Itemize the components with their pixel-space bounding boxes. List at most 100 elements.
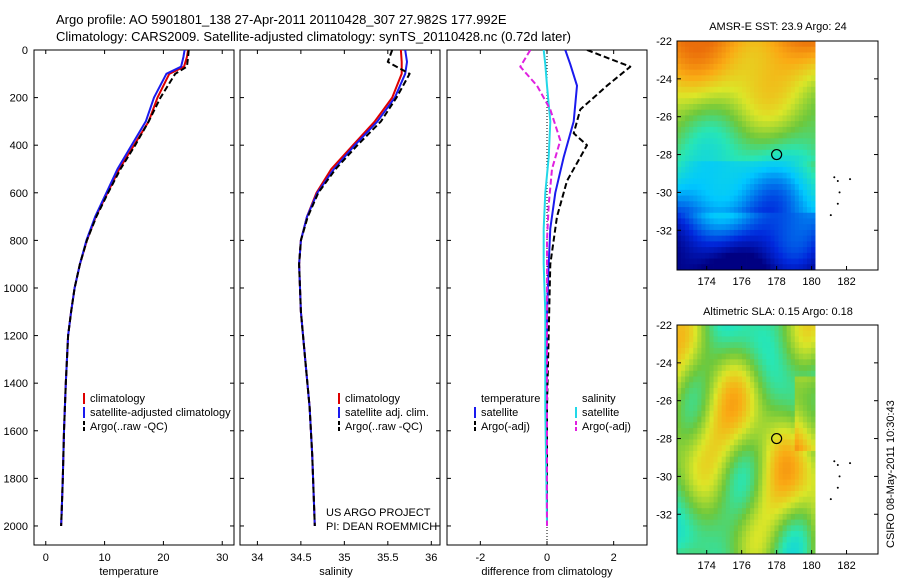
sst-map-cell (741, 41, 747, 48)
sst-map-cell (697, 103, 702, 111)
sla-map-cell (774, 428, 779, 435)
sst-map-cell (774, 224, 779, 231)
sla-map-cell (770, 508, 775, 515)
sst-map-cell (677, 144, 682, 151)
sst-map-cell (802, 235, 808, 242)
sla-map-cell (754, 342, 759, 349)
sst-map-cell (770, 189, 775, 196)
sla-map-cell (798, 508, 804, 515)
sla-map-cell (709, 548, 714, 554)
sst-map-cell (681, 41, 686, 48)
sla-map-cell (709, 496, 714, 503)
sla-map-cell (774, 525, 779, 532)
sla-map-cell (693, 416, 698, 423)
sst-map-cell (693, 138, 698, 145)
sst-map-cell (790, 189, 796, 196)
sla-map-cell (794, 479, 800, 486)
sla-map-cell (786, 365, 792, 372)
sst-map-cell (766, 172, 771, 179)
sst-map-cell (798, 115, 804, 122)
sla-map-cell (746, 330, 751, 337)
sst-map-cell (766, 46, 771, 53)
sst-map-cell (733, 92, 739, 99)
sst-map-cell (782, 201, 788, 208)
sla-map-cell (709, 468, 714, 475)
sla-map-cell (737, 353, 743, 360)
sst-map-cell (806, 75, 812, 82)
sla-map-cell (717, 491, 723, 498)
sla-map-cell (786, 416, 792, 423)
sla-map-cell (794, 405, 800, 412)
sla-map-cell (705, 508, 710, 515)
sst-map-cell (733, 41, 739, 48)
salinity-plot (298, 50, 411, 527)
sst-map-cell (681, 109, 686, 116)
sst-map-cell (754, 98, 759, 105)
sst-map-cell (778, 155, 783, 162)
sla-map-cell (733, 370, 739, 377)
sla-map-cell (701, 445, 706, 452)
sst-map-cell (806, 178, 812, 185)
sla-map-cell (737, 433, 743, 440)
sla-map-cell (774, 342, 779, 349)
sla-map-cell (741, 325, 747, 332)
sla-map-cell (721, 479, 727, 486)
sst-map-cell (717, 58, 723, 65)
sst-map-cell (681, 86, 686, 93)
sla-map-cell (721, 410, 727, 418)
sla-map-cell (685, 336, 690, 343)
sst-map-cell (798, 92, 804, 99)
sst-map-cell (717, 207, 723, 214)
sla-map-cell (811, 382, 816, 389)
sla-map-cell (774, 330, 779, 337)
sst-map-cell (737, 207, 743, 214)
sla-map-cell (746, 473, 751, 480)
sla-map-cell (750, 325, 755, 332)
sst-map-cell (806, 201, 812, 208)
sla-map-cell (766, 456, 771, 463)
sst-map-cell (758, 92, 763, 99)
sla-map-cell (790, 496, 796, 503)
sla-map-cell (786, 433, 792, 440)
sst-map-cell (774, 98, 779, 105)
sst-map-cell (737, 86, 743, 93)
sst-map-cell (811, 58, 816, 65)
sst-map-cell (729, 126, 735, 133)
sst-map-cell (697, 235, 702, 242)
sst-map-cell (754, 258, 759, 265)
salinity-xtick-label: 35.5 (377, 552, 398, 564)
sla-map-cell (729, 536, 735, 543)
sst-map-cell (802, 172, 808, 179)
sst-map-cell (737, 252, 743, 259)
sst-map-cell (681, 63, 686, 71)
sla-map-cell (737, 479, 743, 486)
sla-map-cell (725, 353, 731, 360)
sst-map-cell (790, 138, 796, 145)
sst-map-cell (697, 98, 702, 105)
sst-map-cell (721, 172, 727, 179)
sst-map-cell (733, 46, 739, 53)
sst-map-cell (733, 121, 739, 128)
sla-map-cell (741, 445, 747, 452)
sst-map-cell (798, 98, 804, 105)
sst-map-cell (741, 144, 747, 151)
sla-map-cell (733, 450, 739, 458)
sst-map-cell (758, 189, 763, 196)
sst-map-cell (693, 166, 698, 174)
sla-map-cell (790, 410, 796, 418)
sst-map-cell (717, 258, 723, 265)
sst-map-cell (798, 189, 804, 196)
sla-map-cell (758, 410, 763, 418)
sla-map-cell (766, 342, 771, 349)
sla-map-cell (721, 496, 727, 503)
sst-map-cell (774, 207, 779, 214)
sst-map-cell (677, 98, 682, 105)
sla-map-cell (811, 330, 816, 337)
sla-map-cell (758, 393, 763, 400)
sst-map-cell (701, 121, 706, 128)
sla-map-cell (709, 502, 714, 509)
sla-map-cell (762, 416, 767, 423)
sla-map-cell (713, 473, 719, 480)
sla-map-cell (786, 542, 792, 549)
sst-map-cell (677, 212, 682, 219)
